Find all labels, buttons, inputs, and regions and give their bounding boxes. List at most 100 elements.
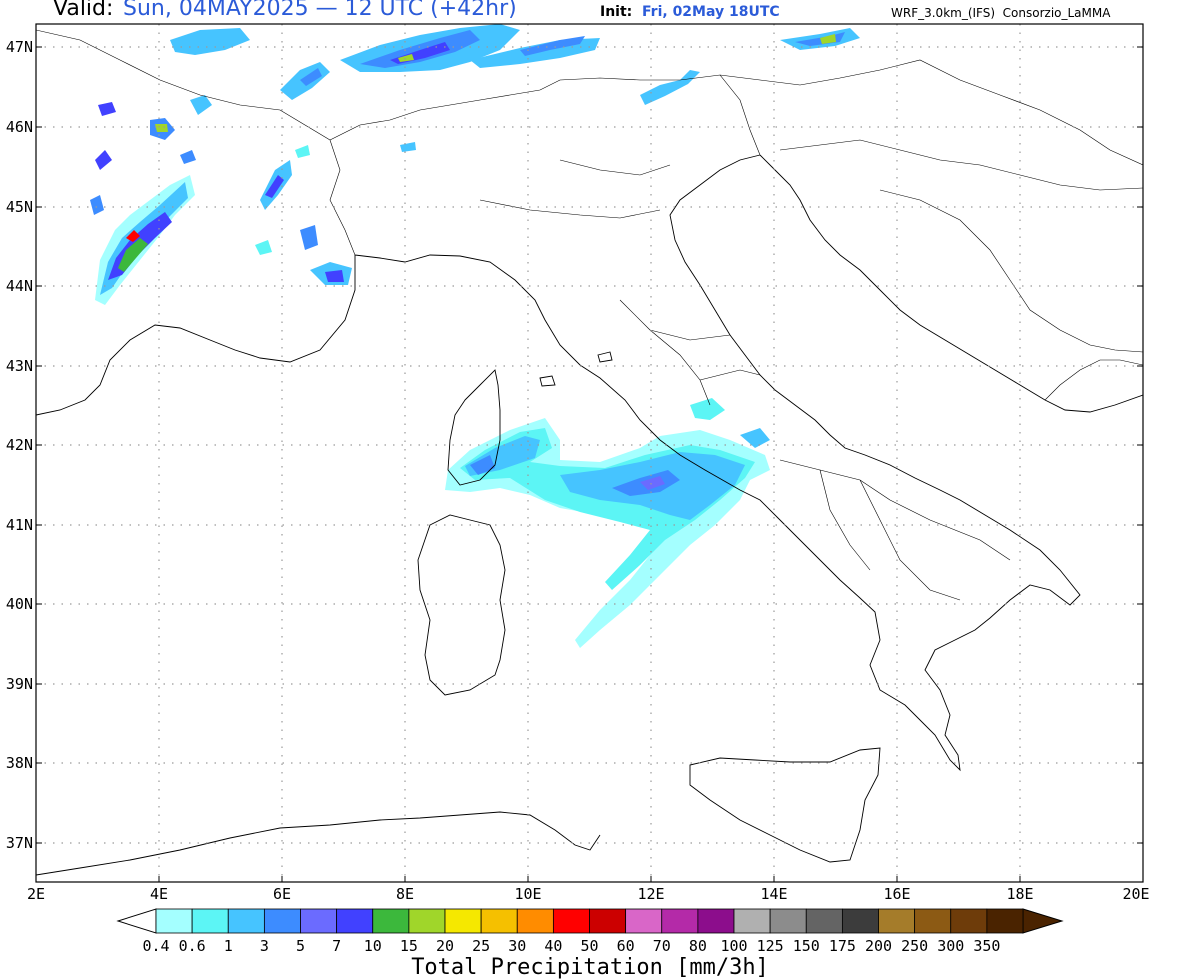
colorbar-label: 5 (296, 937, 305, 955)
precip-band-tyrrhenian-peak (470, 455, 680, 496)
colorbar-swatch (805, 908, 843, 934)
lat-label-38n: 38N (6, 754, 33, 772)
colorbar-swatch (300, 908, 338, 934)
lat-label-41n: 41N (6, 516, 33, 534)
colorbar-min-arrow (116, 908, 157, 934)
colorbar-swatch (589, 908, 627, 934)
colorbar-swatch (733, 908, 771, 934)
colorbar-label: 50 (580, 937, 598, 955)
colorbar-label: 0.4 (142, 937, 169, 955)
lon-label-4e: 4E (150, 885, 168, 903)
lat-label-37n: 37N (6, 834, 33, 852)
lat-label-43n: 43N (6, 357, 33, 375)
colorbar-swatch (950, 908, 988, 934)
lon-label-8e: 8E (396, 885, 414, 903)
colorbar-label: 125 (757, 937, 784, 955)
colorbar-label: 200 (865, 937, 892, 955)
valid-time: Sun, 04MAY2025 — 12 UTC (+42hr) (123, 0, 517, 21)
coastlines (36, 154, 1143, 876)
lat-label-39n: 39N (6, 675, 33, 693)
border-france-italy (329, 139, 356, 256)
colorbar-label: 100 (720, 937, 747, 955)
borders (36, 29, 1143, 601)
colorbar-swatch (661, 908, 699, 934)
colorbar-label: 20 (436, 937, 454, 955)
map-body (36, 24, 1143, 882)
lat-label-44n: 44N (6, 277, 33, 295)
colorbar-swatch (516, 908, 554, 934)
colorbar-swatch (227, 908, 265, 934)
lon-label-16e: 16E (883, 885, 910, 903)
colorbar-label: 0.6 (179, 937, 206, 955)
colorbar-swatch (480, 908, 518, 934)
init-time: Fri, 02May 18UTC (642, 4, 780, 20)
precip-band-tyrrhenian-core (465, 436, 745, 520)
lon-label-20e: 20E (1122, 885, 1149, 903)
lon-label-2e: 2E (27, 885, 45, 903)
colorbar-swatch (263, 908, 301, 934)
colorbar-swatch (444, 908, 482, 934)
colorbar-swatch (155, 908, 193, 934)
lon-label-18e: 18E (1006, 885, 1033, 903)
colorbar-label: 150 (793, 937, 820, 955)
colorbar-label: 80 (689, 937, 707, 955)
lon-label-10e: 10E (514, 885, 541, 903)
lat-label-47n: 47N (6, 38, 33, 56)
colorbar-label: 7 (332, 937, 341, 955)
colorbar-label: 25 (472, 937, 490, 955)
precip-cells-west (90, 95, 416, 305)
valid-label: Valid: (53, 0, 114, 21)
latitude-axis: 47N 46N 45N 44N 43N 42N 41N 40N 39N 38N … (6, 38, 1143, 852)
lat-label-42n: 42N (6, 436, 33, 454)
colorbar-label: 60 (617, 937, 635, 955)
border-bosnia (879, 189, 1143, 353)
border-montenegro (1044, 359, 1143, 401)
precip-band-peak-max (640, 476, 665, 490)
colorbar-swatch (625, 908, 663, 934)
regions-italy (479, 159, 1011, 601)
colorbar-swatch (408, 908, 446, 934)
coastline-corsica (447, 369, 501, 486)
border-alps (329, 59, 1143, 166)
coastline-africa (36, 811, 601, 876)
colorbar-label: 10 (364, 937, 382, 955)
colorbar-label: 300 (937, 937, 964, 955)
colorbar-swatch (878, 908, 916, 934)
colorbar-swatch (986, 908, 1024, 934)
colorbar-title: Total Precipitation [mm/3h] (411, 955, 769, 980)
colorbar-label: 3 (260, 937, 269, 955)
colorbar-label: 30 (508, 937, 526, 955)
colorbar-label: 70 (653, 937, 671, 955)
colorbar-swatch (191, 908, 229, 934)
coastline-france (36, 255, 356, 416)
longitude-axis: 2E 4E 6E 8E 10E 12E 14E 16E 18E 20E (27, 876, 1150, 903)
graticule (36, 24, 1143, 882)
colorbar-label: 40 (544, 937, 562, 955)
colorbar-swatch (372, 908, 410, 934)
colorbar-swatch (914, 908, 952, 934)
map-background (36, 24, 1143, 882)
lon-label-6e: 6E (273, 885, 291, 903)
lon-label-14e: 14E (760, 885, 787, 903)
init-label: Init: (600, 4, 633, 20)
border-slovenia-croatia (719, 74, 1143, 191)
colorbar-swatch (841, 908, 879, 934)
colorbar-label: 350 (973, 937, 1000, 955)
lat-label-46n: 46N (6, 118, 33, 136)
border-switzerland (36, 29, 331, 141)
colorbar: 0.4 0.6 1 3 5 7 10 15 20 25 30 40 50 60 70 80 100 125 150 1… (116, 908, 1064, 980)
colorbar-swatch (336, 908, 374, 934)
colorbar-label: 250 (901, 937, 928, 955)
colorbar-swatch (552, 908, 590, 934)
coastline-sicily (689, 747, 881, 863)
lon-label-12e: 12E (637, 885, 664, 903)
colorbar-swatch (769, 908, 807, 934)
model-source: WRF_3.0km_(IFS) Consorzio_LaMMA (891, 6, 1111, 20)
lat-label-40n: 40N (6, 595, 33, 613)
coastline-italy (354, 154, 1081, 772)
coastline-sardinia (417, 514, 506, 696)
colorbar-label: 15 (400, 937, 418, 955)
map-header: Valid: Sun, 04MAY2025 — 12 UTC (+42hr) I… (0, 0, 1180, 24)
colorbar-swatch (697, 908, 735, 934)
